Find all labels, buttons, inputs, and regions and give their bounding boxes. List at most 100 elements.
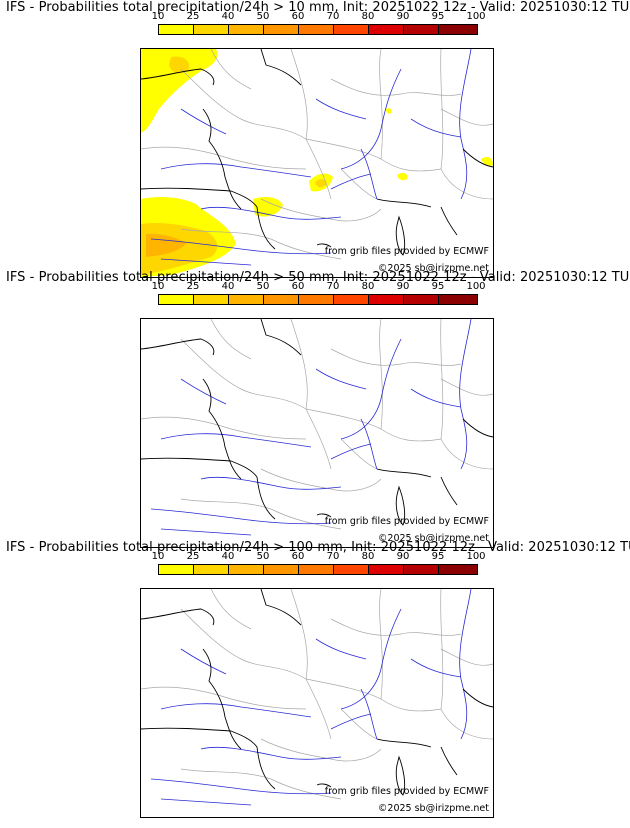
- colorbar-segment: [229, 25, 264, 34]
- colorbar-tick-label: 80: [361, 551, 375, 562]
- panel-title: IFS - Probabilities total precipitation/…: [6, 270, 630, 285]
- rivers: [150, 319, 472, 536]
- coast: [141, 727, 258, 748]
- colorbar-tick-label: 40: [221, 281, 235, 292]
- admin-border: [180, 68, 307, 140]
- coast: [462, 148, 493, 168]
- borders: [141, 49, 493, 260]
- river: [360, 688, 378, 740]
- coast: [256, 476, 276, 520]
- colorbar-segment: [369, 565, 404, 574]
- admin-border: [260, 738, 382, 762]
- colorbar-tick-label: 50: [256, 11, 270, 22]
- colorbar-tick-label: 10: [151, 551, 165, 562]
- admin-border: [305, 678, 442, 712]
- colorbar-segment: [439, 565, 477, 574]
- river: [180, 108, 227, 135]
- colorbar-segment: [194, 565, 229, 574]
- colorbar-segment: [369, 25, 404, 34]
- colorbar-segment: [229, 565, 264, 574]
- colorbar-segment: [299, 565, 334, 574]
- colorbar-segment: [264, 25, 299, 34]
- river: [410, 658, 462, 678]
- forecast-panel-10mm: IFS - Probabilities total precipitation/…: [0, 0, 630, 278]
- admin-border: [290, 319, 332, 470]
- colorbar-segment: [404, 295, 439, 304]
- coast: [316, 513, 332, 518]
- colorbar-tick-label: 70: [326, 11, 340, 22]
- admin-border: [260, 468, 382, 492]
- river: [315, 98, 367, 120]
- colorbar-segment: [334, 295, 369, 304]
- colorbar-tick-label: 90: [396, 281, 410, 292]
- river: [410, 118, 462, 138]
- copyright-credit: ©2025 sb@irizpme.net: [377, 263, 489, 274]
- coast: [440, 476, 458, 506]
- admin-border: [290, 589, 332, 740]
- colorbar-tick-label: 50: [256, 281, 270, 292]
- colorbar-tick-label: 25: [186, 281, 200, 292]
- coast: [256, 206, 276, 250]
- river: [160, 433, 312, 448]
- colorbar: [158, 294, 478, 305]
- precip-area: [315, 179, 327, 188]
- river: [160, 703, 312, 718]
- coast: [141, 608, 215, 626]
- map-canvas: [141, 319, 493, 536]
- river: [410, 388, 462, 408]
- colorbar-tick-label: 95: [431, 281, 445, 292]
- colorbar-tick-label: 80: [361, 281, 375, 292]
- colorbar-tick-label: 10: [151, 281, 165, 292]
- forecast-panel-50mm: IFS - Probabilities total precipitation/…: [0, 270, 630, 548]
- colorbar-tick-label: 80: [361, 11, 375, 22]
- coast: [202, 378, 242, 480]
- borders: [141, 589, 493, 800]
- river: [200, 746, 342, 760]
- admin-border: [379, 589, 383, 700]
- colorbar-segment: [439, 25, 477, 34]
- colorbar-tick-label: 95: [431, 11, 445, 22]
- admin-border: [260, 198, 382, 222]
- river: [315, 368, 367, 390]
- colorbar-segment: [299, 25, 334, 34]
- river: [160, 798, 252, 806]
- panel-title: IFS - Probabilities total precipitation/…: [6, 540, 630, 555]
- admin-border: [440, 378, 493, 396]
- river: [160, 528, 252, 536]
- coastline: [141, 49, 493, 256]
- coast: [141, 338, 215, 356]
- river: [150, 508, 332, 525]
- colorbar-tick-label: 100: [466, 11, 486, 22]
- colorbar-tick-label: 10: [151, 11, 165, 22]
- source-credit: from grib files provided by ECMWF: [324, 516, 489, 527]
- precip-area: [253, 197, 283, 217]
- borders: [141, 319, 493, 530]
- colorbar: [158, 564, 478, 575]
- colorbar-ticks: 10 25 40 50 60 70 80 90 95 100: [152, 551, 486, 563]
- coast: [260, 49, 302, 86]
- colorbar-tick-label: 70: [326, 551, 340, 562]
- colorbar-segment: [194, 25, 229, 34]
- colorbar-tick-label: 95: [431, 551, 445, 562]
- colorbar-ticks: 10 25 40 50 60 70 80 90 95 100: [152, 11, 486, 23]
- coast: [462, 418, 493, 438]
- coast: [202, 108, 242, 210]
- river: [180, 378, 227, 405]
- coast: [141, 187, 258, 208]
- admin-border: [330, 348, 462, 366]
- precip-area: [141, 49, 218, 133]
- precip-area: [481, 157, 493, 166]
- river: [340, 338, 402, 440]
- river: [150, 778, 332, 795]
- colorbar-segment: [264, 565, 299, 574]
- colorbar-tick-label: 60: [291, 551, 305, 562]
- admin-border: [141, 416, 307, 440]
- rivers: [150, 49, 472, 266]
- source-credit: from grib files provided by ECMWF: [324, 786, 489, 797]
- admin-border: [180, 498, 342, 530]
- river: [340, 608, 402, 710]
- river: [200, 476, 342, 490]
- river: [330, 713, 372, 730]
- coastline: [141, 589, 493, 796]
- coastline: [141, 319, 493, 526]
